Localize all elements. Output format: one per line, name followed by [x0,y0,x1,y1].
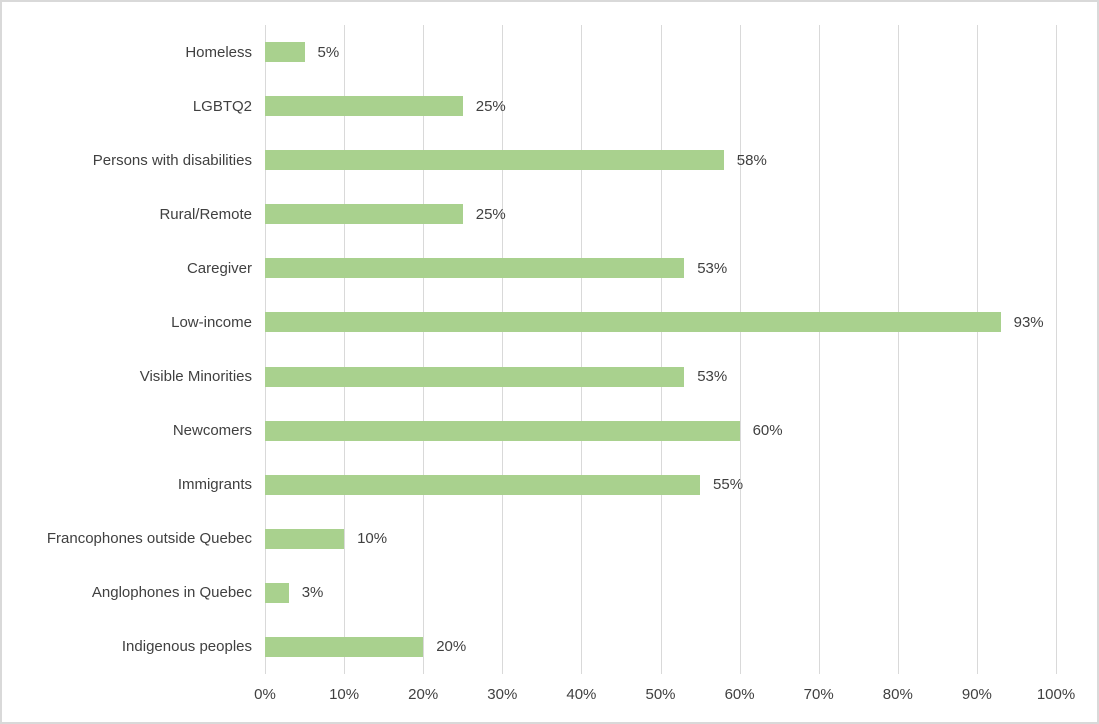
bar [265,366,685,387]
bar-value-label: 53% [697,259,728,277]
bar [265,420,740,441]
bar [265,582,289,603]
bar [265,312,1001,333]
bar-row: 5% [265,25,1056,79]
category-label: Homeless [185,43,252,61]
bar [265,528,345,549]
x-axis-tick-label: 90% [961,686,992,703]
bar-value-label: 93% [1013,313,1044,331]
gridline [660,25,662,674]
category-label: Newcomers [172,422,252,440]
category-label: Anglophones in Quebec [91,584,252,602]
gridline [739,25,741,674]
gridline [897,25,899,674]
category-label: Caregiver [186,259,252,277]
bar-row: 20% [265,620,1056,674]
bar-value-label: 3% [301,584,324,602]
bar-value-label: 53% [697,368,728,385]
category-label: Visible Minorities [139,368,252,385]
x-axis-tick-label: 50% [645,686,676,703]
bar [265,150,724,171]
plot-area: 5% 25% 58% 25% 53% 93% 53% 60% 55% 10% 3% 20% [265,25,1057,674]
bar-value-label: 25% [475,205,506,223]
x-axis-tick-label: 70% [803,686,834,703]
bar [265,204,463,225]
gridline [423,25,425,674]
x-axis-tick-label: 10% [329,686,360,703]
bar [265,258,685,279]
bar-row: 53% [265,349,1056,403]
bar-value-label: 10% [357,530,388,548]
bar-row: 93% [265,295,1056,349]
bar-row: 60% [265,404,1056,458]
x-axis-tick-label: 60% [724,686,755,703]
gridline [265,25,266,674]
bar [265,42,305,63]
gridline [1056,25,1057,674]
bar-row: 3% [265,566,1056,620]
bar-value-label: 20% [436,638,467,656]
bar-row: 25% [265,187,1056,241]
x-axis-tick-label: 0% [254,686,276,703]
gridline [976,25,978,674]
category-label: LGBTQ2 [192,97,252,115]
bar-row: 25% [265,79,1056,133]
bar-row: 55% [265,458,1056,512]
bar-value-label: 60% [752,422,783,440]
bar-rows: 5% 25% 58% 25% 53% 93% 53% 60% 55% 10% 3% 20% [265,25,1056,674]
bar-value-label: 5% [317,43,340,61]
category-label: Indigenous peoples [121,638,252,656]
x-axis-tick-label: 100% [1036,686,1076,703]
x-axis-tick-label: 20% [408,686,439,703]
category-label: Francophones outside Quebec [46,530,252,548]
category-label: Persons with disabilities [92,151,252,169]
category-label: Immigrants [177,476,252,494]
gridline [502,25,504,674]
category-label: Low-income [171,313,252,331]
gridline [818,25,820,674]
bar [265,636,424,657]
x-axis-tick-label: 30% [487,686,518,703]
gridline [344,25,346,674]
bar-row: 53% [265,241,1056,295]
bar-value-label: 58% [736,151,767,169]
x-axis-tick-label: 80% [882,686,913,703]
bar [265,96,463,117]
bar-value-label: 25% [475,97,506,115]
bar [265,474,701,495]
bar-row: 58% [265,133,1056,187]
category-label: Rural/Remote [159,205,252,223]
x-axis-tick-label: 40% [566,686,597,703]
bar-row: 10% [265,512,1056,566]
gridline [581,25,583,674]
category-axis: Homeless LGBTQ2 Persons with disabilities R… [2,25,252,674]
bar-value-label: 55% [713,476,744,494]
